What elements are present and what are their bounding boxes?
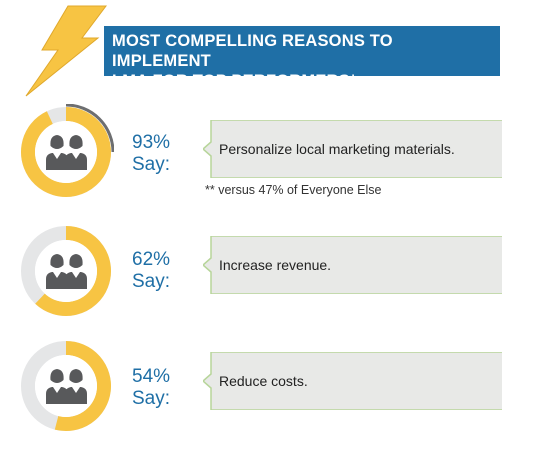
ring-center	[35, 240, 97, 302]
ring-highlight-arc	[65, 104, 114, 153]
ring-value-arc	[35, 226, 111, 316]
reason-text: Increase revenue.	[219, 257, 332, 273]
percent-value: 62%	[132, 249, 171, 270]
say-label: Say:	[132, 271, 171, 292]
reason-callout-3: Reduce costs.	[203, 352, 502, 410]
percent-label-3: 54% Say:	[132, 366, 192, 410]
percent-label-1: 93% Say:	[132, 132, 192, 176]
percent-ring-1	[18, 104, 114, 200]
person-icon	[46, 135, 68, 170]
reason-callout-1: Personalize local marketing materials.	[203, 120, 502, 178]
say-label: Say:	[132, 388, 171, 409]
page-title: MOST COMPELLING REASONS TO IMPLEMENT LMA…	[112, 32, 393, 90]
footnote: ** versus 47% of Everyone Else	[205, 183, 382, 197]
ring-value-arc	[54, 341, 111, 431]
ring-center	[35, 355, 97, 417]
ring-center	[35, 121, 97, 183]
person-icon	[46, 254, 68, 289]
reason-callout-2: Increase revenue.	[203, 236, 502, 294]
reason-text: Personalize local marketing materials.	[219, 141, 455, 157]
percent-ring-3	[18, 338, 114, 434]
reason-text: Reduce costs.	[219, 373, 308, 389]
percent-ring-2	[18, 223, 114, 319]
person-icon	[46, 369, 68, 404]
lightning-bolt-icon	[25, 5, 107, 97]
percent-value: 93%	[132, 132, 171, 153]
person-icon	[65, 254, 87, 289]
percent-value: 54%	[132, 366, 171, 387]
percent-label-2: 62% Say:	[132, 249, 192, 293]
person-icon	[65, 369, 87, 404]
header-bar	[104, 26, 500, 76]
ring-value-arc	[21, 107, 111, 197]
person-icon	[65, 135, 87, 170]
say-label: Say:	[132, 154, 171, 175]
